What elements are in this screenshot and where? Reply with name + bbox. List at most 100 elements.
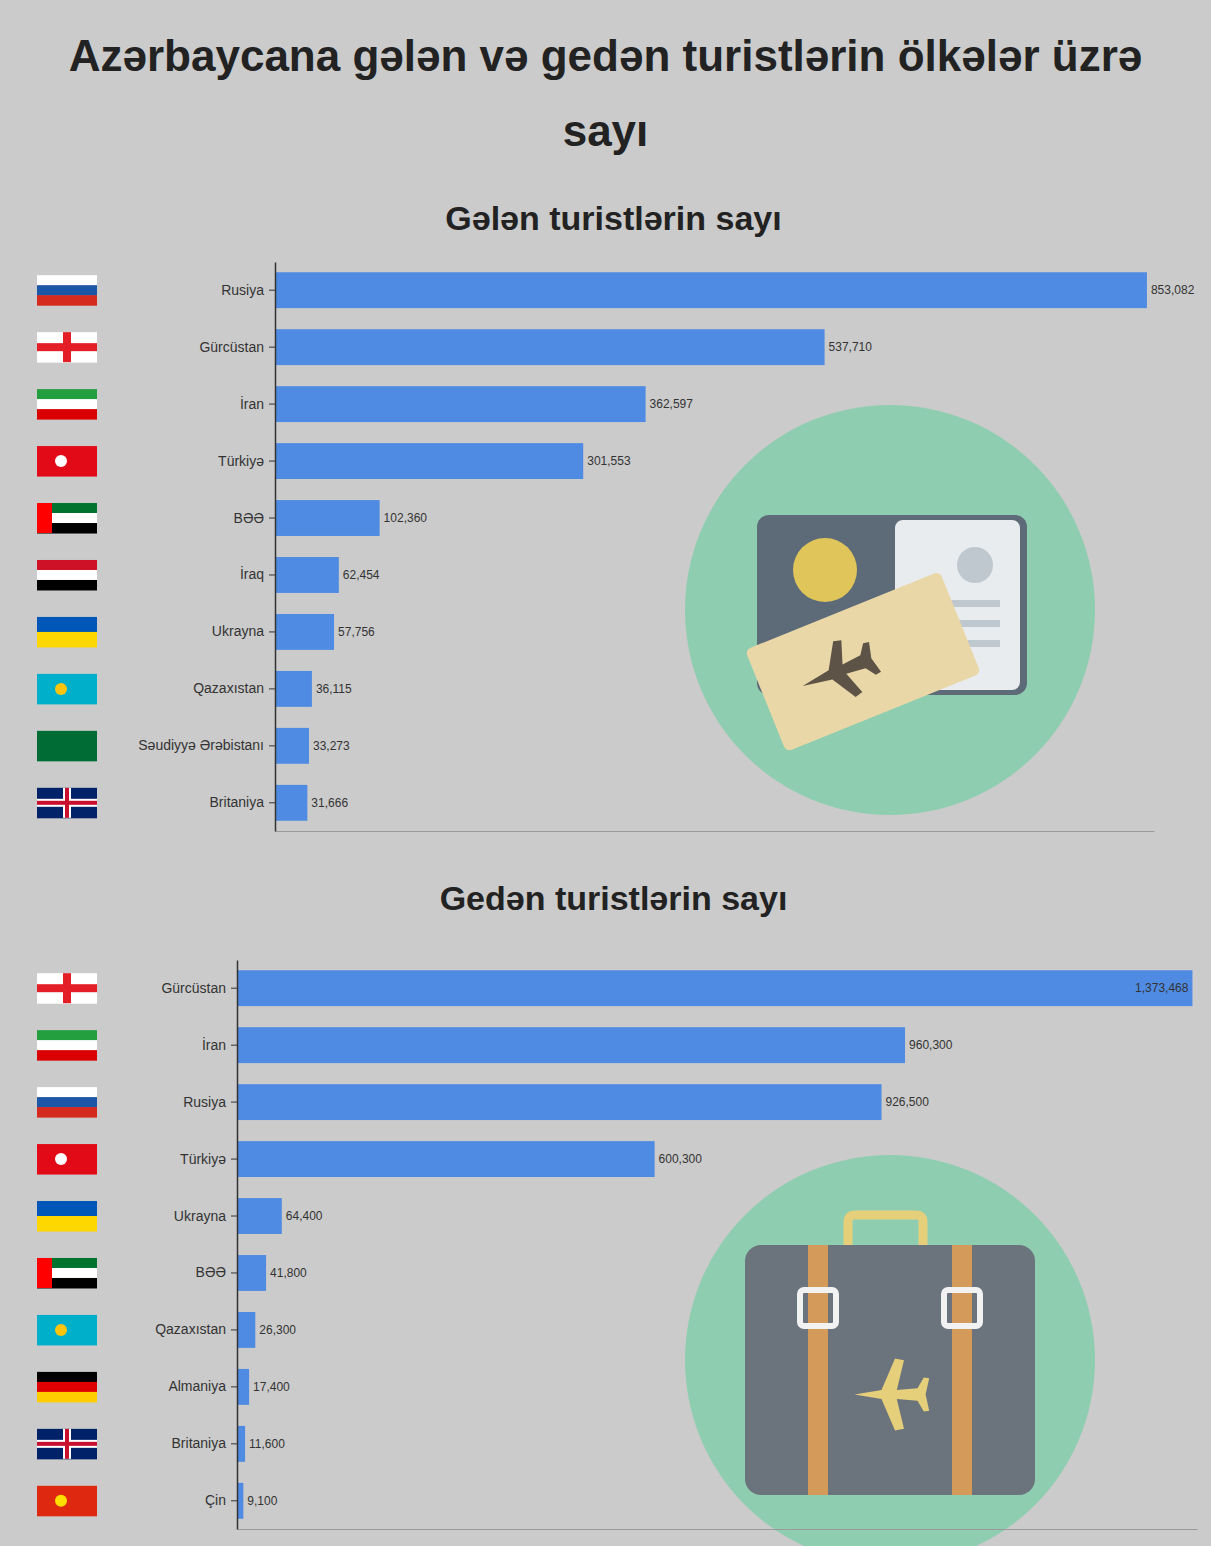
- bar: [275, 386, 646, 422]
- y-tick: Türkiyə: [218, 453, 275, 469]
- flag: [37, 1030, 97, 1061]
- y-tick-mark: [231, 1045, 237, 1046]
- y-tick: BƏƏ: [196, 1264, 237, 1280]
- bar: [275, 557, 339, 593]
- deco-strap: [808, 1245, 828, 1495]
- bar: [275, 272, 1147, 308]
- flag-stripe: [37, 409, 97, 420]
- y-tick-mark: [269, 802, 275, 803]
- flag-cross: [37, 801, 97, 805]
- y-tick-label: İran: [202, 1036, 226, 1053]
- flag-stripe: [37, 674, 97, 705]
- flag-stripe: [37, 332, 97, 363]
- y-tick: Gürcüstan: [161, 980, 237, 996]
- flag: [37, 389, 97, 420]
- y-tick: BƏƏ: [234, 510, 275, 526]
- data-label: 62,454: [343, 568, 380, 582]
- y-tick-label: Səudiyyə Ərəbistanı: [138, 737, 264, 753]
- y-tick-label: Qazaxıstan: [155, 1321, 226, 1337]
- y-tick-label: Gürcüstan: [199, 339, 264, 355]
- data-label: 537,710: [829, 340, 873, 354]
- flag: [37, 1144, 97, 1175]
- bar: [275, 614, 334, 650]
- y-tick: Türkiyə: [180, 1151, 237, 1167]
- flag: [37, 560, 97, 591]
- data-label: 31,666: [311, 796, 348, 810]
- title: Azərbaycana gələn və gedən turistlərin ö…: [69, 31, 1143, 155]
- y-tick: Çin: [205, 1492, 237, 1508]
- chart-title: Gələn turistlərin sayı: [445, 199, 781, 237]
- y-tick: Rusiya: [183, 1094, 237, 1110]
- deco-buckle: [944, 1290, 980, 1326]
- flag-stripe: [37, 1216, 97, 1232]
- data-labels: 853,082537,710362,597301,553102,36062,45…: [311, 283, 1194, 810]
- y-tick-label: İraq: [240, 565, 264, 582]
- data-label: 64,400: [286, 1209, 323, 1223]
- y-tick-mark: [269, 461, 275, 462]
- flag-cross: [37, 343, 97, 351]
- y-tick: İraq: [240, 565, 275, 582]
- bar: [237, 1027, 905, 1063]
- flag-stripe: [37, 617, 97, 633]
- flag-stripe: [37, 731, 97, 762]
- flag: [37, 1258, 97, 1289]
- flag-emblem: [55, 683, 67, 695]
- flag: [37, 503, 97, 534]
- y-tick-mark: [269, 290, 275, 291]
- y-tick-mark: [231, 1386, 237, 1387]
- flag-stripe: [37, 1040, 97, 1051]
- flag-stripe: [37, 1201, 97, 1217]
- flag-stripe: [37, 1144, 97, 1175]
- flag-stripe: [37, 632, 97, 648]
- data-label: 33,273: [313, 739, 350, 753]
- background: [0, 0, 1211, 1546]
- deco-circle: [685, 1155, 1095, 1546]
- y-axis: Gürcüstan İran Rusiya Türkiyə Ukrayna BƏƏ Qaza…: [155, 961, 237, 1530]
- bar: [275, 671, 312, 707]
- y-tick: Səudiyyə Ərəbistanı: [138, 737, 275, 753]
- y-tick-mark: [231, 1272, 237, 1273]
- data-label: 853,082: [1151, 283, 1195, 297]
- y-tick-mark: [231, 988, 237, 989]
- flag-stripe: [37, 1107, 97, 1118]
- y-tick-label: Britaniya: [210, 794, 265, 810]
- deco-suitcase: [745, 1245, 1035, 1495]
- flag-stripe: [37, 389, 97, 400]
- bars: [275, 272, 1147, 820]
- deco-strap: [952, 1245, 972, 1495]
- y-tick-label: Ukrayna: [174, 1208, 226, 1224]
- bar: [237, 1141, 655, 1177]
- chart: Gələn turistlərin sayı Rusiya Gürcüstan İra…: [37, 199, 1195, 832]
- data-labels: 1,373,468960,300926,500600,30064,40041,8…: [247, 981, 1188, 1508]
- y-tick-label: İran: [240, 395, 264, 412]
- flag-stripe: [37, 1382, 97, 1393]
- data-label: 41,800: [270, 1266, 307, 1280]
- y-tick-mark: [269, 347, 275, 348]
- data-label: 301,553: [587, 454, 631, 468]
- y-tick-label: Türkiyə: [180, 1151, 226, 1167]
- y-tick-label: Ukrayna: [212, 623, 264, 639]
- flag-stripe: [37, 1486, 97, 1517]
- y-tick-mark: [269, 745, 275, 746]
- y-tick: İran: [202, 1036, 237, 1053]
- bar: [237, 1198, 282, 1234]
- y-tick: Britaniya: [210, 794, 275, 810]
- deco-photo: [957, 547, 993, 583]
- data-label: 57,756: [338, 625, 375, 639]
- y-tick: Rusiya: [221, 282, 275, 298]
- flag: [37, 731, 97, 762]
- flag-stripe: [37, 295, 97, 306]
- flag: [37, 446, 97, 477]
- flag-stripe: [37, 570, 97, 581]
- y-tick: Qazaxıstan: [193, 680, 275, 696]
- flag: [37, 1087, 97, 1118]
- flag-stripe: [37, 1429, 97, 1460]
- x-axis: [276, 831, 1155, 832]
- flag-emblem: [55, 1324, 67, 1336]
- y-tick-mark: [231, 1329, 237, 1330]
- y-tick-label: Türkiyə: [218, 453, 264, 469]
- data-label: 17,400: [253, 1380, 290, 1394]
- y-tick-label: BƏƏ: [196, 1264, 226, 1280]
- y-tick-label: Qazaxıstan: [193, 680, 264, 696]
- y-tick: Britaniya: [172, 1435, 237, 1451]
